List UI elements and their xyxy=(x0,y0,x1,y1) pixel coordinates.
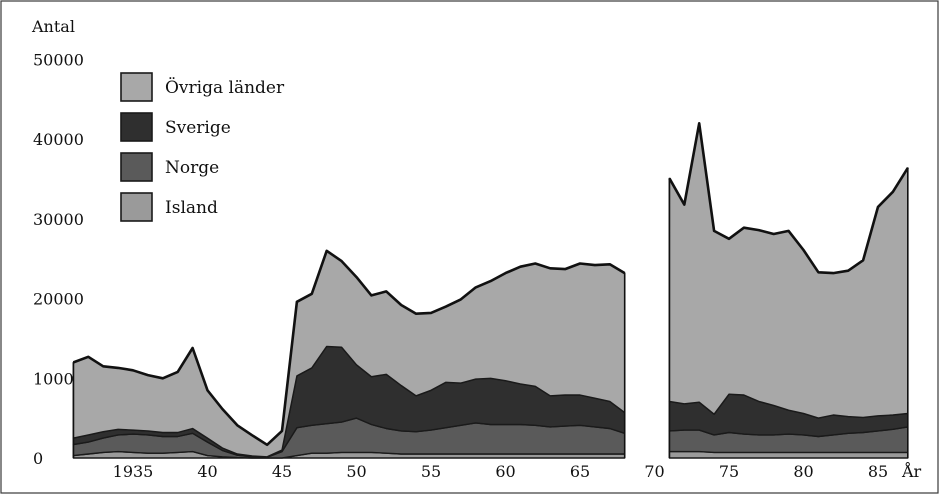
y-tick-label: 40000 xyxy=(33,130,84,149)
legend-label: Sverige xyxy=(165,118,231,138)
total-outline-segment-2 xyxy=(668,122,909,275)
y-axis-ticks: 0 10000 20000 30000 40000 50000 xyxy=(33,51,84,469)
total-outline-segment-1 xyxy=(72,249,626,447)
x-axis-label: År xyxy=(901,461,922,481)
x-tick-label: 1935 xyxy=(113,462,154,481)
y-tick-label: 20000 xyxy=(33,290,84,309)
x-tick-label: 55 xyxy=(421,462,441,481)
y-tick-label: 10000 xyxy=(33,369,84,388)
x-tick-label: 60 xyxy=(495,462,515,481)
legend-swatch xyxy=(120,112,153,142)
y-axis-label: Antal xyxy=(31,17,75,36)
x-tick-label: 40 xyxy=(197,462,217,481)
y-tick-label: 50000 xyxy=(33,51,84,70)
y-tick-label: 30000 xyxy=(33,210,84,229)
legend-swatch xyxy=(120,192,153,222)
x-tick-label: 85 xyxy=(868,462,888,481)
legend-swatch xyxy=(120,152,153,182)
legend-label: Norge xyxy=(165,158,219,178)
x-tick-label: 65 xyxy=(570,462,590,481)
x-axis-ticks: 1935 40 45 50 55 60 65 70 75 80 85 År xyxy=(113,461,922,481)
x-tick-label: 80 xyxy=(793,462,813,481)
x-tick-label: 45 xyxy=(272,462,292,481)
x-tick-label: 50 xyxy=(346,462,366,481)
area-layers xyxy=(72,122,909,459)
x-tick-label: 70 xyxy=(644,462,664,481)
legend-label: Island xyxy=(165,198,218,218)
y-tick-label: 0 xyxy=(33,449,43,468)
legend: Övriga länder Sverige Norge Island xyxy=(120,72,285,222)
legend-label: Övriga länder xyxy=(165,77,285,98)
x-tick-label: 75 xyxy=(719,462,739,481)
legend-swatch xyxy=(120,72,153,102)
